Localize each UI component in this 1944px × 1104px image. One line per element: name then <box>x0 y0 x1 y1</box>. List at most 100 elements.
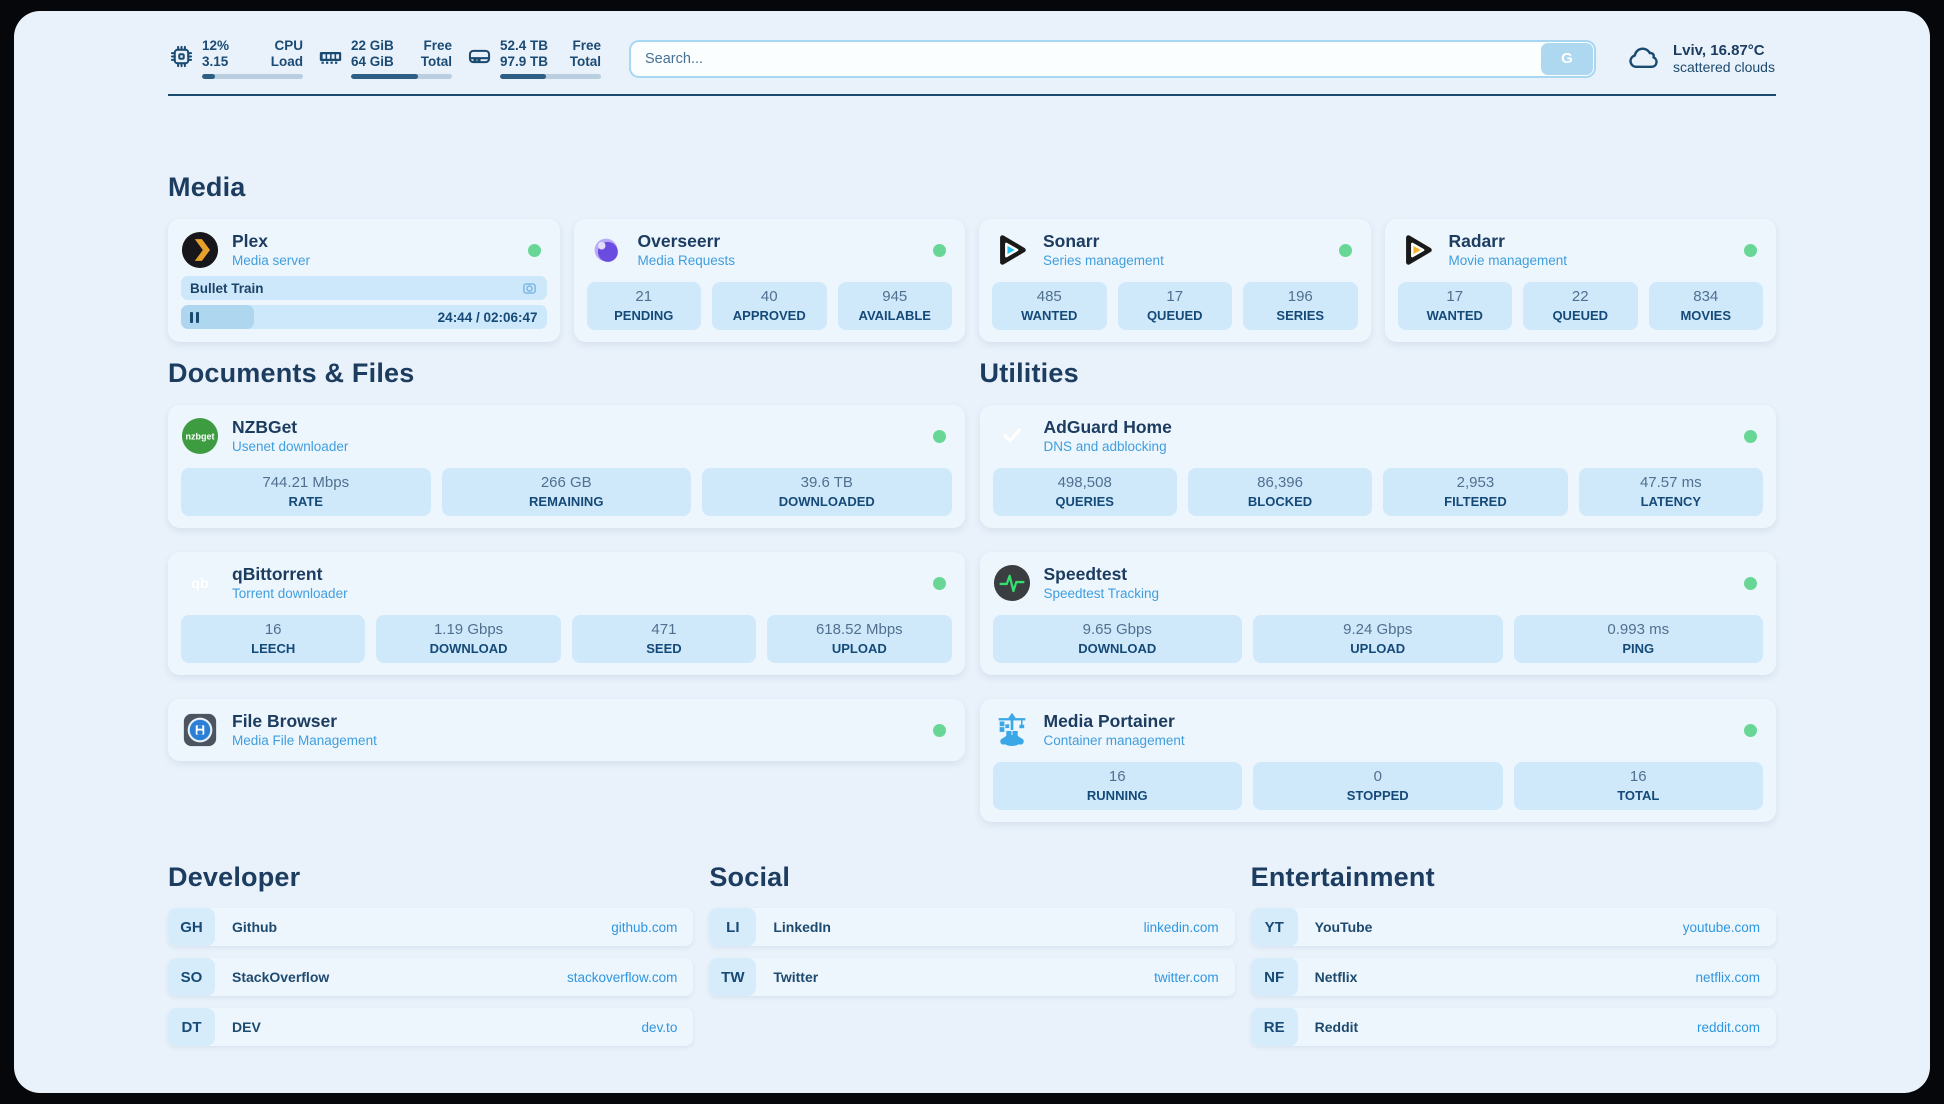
search-bar[interactable]: G <box>629 39 1596 78</box>
bookmark-link[interactable]: LI LinkedIn linkedin.com <box>709 908 1235 946</box>
bookmark-label: YouTube <box>1314 919 1373 935</box>
app-title: Sonarr <box>1043 231 1100 251</box>
stat-value: 17 <box>1166 288 1184 305</box>
pause-icon[interactable] <box>190 311 199 323</box>
stat-value: 16 <box>1108 768 1126 785</box>
stat-box: 0.993 ms PING <box>1513 615 1763 663</box>
bookmark-url[interactable]: github.com <box>611 919 678 935</box>
svg-text:qb: qb <box>191 576 209 592</box>
bookmark-url[interactable]: dev.to <box>641 1019 678 1035</box>
bookmark-link[interactable]: SO StackOverflow stackoverflow.com <box>168 958 694 996</box>
stat-value: 471 <box>651 621 677 638</box>
section-heading: Media <box>168 172 246 202</box>
usage-progress-bar <box>500 74 601 79</box>
bookmark-url[interactable]: stackoverflow.com <box>567 969 678 985</box>
search-input[interactable] <box>629 39 1596 78</box>
speedtest-icon <box>993 564 1031 602</box>
app-card[interactable]: Plex Media server Bullet Train <box>168 219 560 342</box>
status-dot <box>933 243 946 257</box>
now-playing-row[interactable]: Bullet Train <box>181 276 547 300</box>
bookmark-link[interactable]: NF Netflix netflix.com <box>1250 958 1776 996</box>
app-card[interactable]: Media Portainer Container management 16 … <box>979 699 1776 822</box>
status-dot <box>527 243 541 257</box>
app-title: Overseerr <box>637 231 721 251</box>
stat-value: 86,396 <box>1257 474 1303 491</box>
stat-label: RATE <box>288 494 323 509</box>
stat-box: 2,953 FILTERED <box>1383 468 1568 516</box>
stat-label: QUERIES <box>1055 494 1114 509</box>
app-card[interactable]: Radarr Movie management 17 WANTED <box>1384 219 1776 342</box>
stat-label: STOPPED <box>1346 788 1409 803</box>
stat-box: 16 RUNNING <box>992 762 1242 810</box>
topbar: 12% CPU 3.15 Load <box>168 11 1776 79</box>
app-card[interactable]: qb qBittorrent Torrent downloader <box>168 552 965 675</box>
stat-label: TOTAL <box>1617 788 1660 803</box>
stat-value-bottom: 64 GiB <box>351 54 394 69</box>
bookmark-url[interactable]: reddit.com <box>1696 1019 1760 1035</box>
radarr-icon <box>1398 231 1436 269</box>
app-title: NZBGet <box>232 417 298 437</box>
stat-value: 40 <box>760 288 778 305</box>
cloud-icon <box>1626 40 1663 77</box>
bookmark-url[interactable]: netflix.com <box>1695 969 1760 985</box>
bookmark-link[interactable]: YT YouTube youtube.com <box>1250 908 1776 946</box>
usage-progress-bar <box>202 74 303 79</box>
qbittorrent-icon: qb <box>181 564 219 602</box>
stat-box: 266 GB REMAINING <box>441 468 691 516</box>
stat-value-top: 12% <box>202 38 230 53</box>
stat-box: 40 APPROVED <box>712 282 827 330</box>
app-card[interactable]: Overseerr Media Requests 21 PENDING <box>573 219 965 342</box>
stat-label: DOWNLOAD <box>1078 641 1157 656</box>
search-engine-button[interactable]: G <box>1541 42 1593 75</box>
app-card[interactable]: AdGuard Home DNS and adblocking 498,508 … <box>979 405 1776 528</box>
bookmark-abbr: RE <box>1250 1008 1298 1046</box>
stat-value: 744.21 Mbps <box>262 474 350 491</box>
stat-value: 618.52 Mbps <box>815 621 903 638</box>
section-heading: Social <box>709 862 791 892</box>
app-card[interactable]: Sonarr Series management 485 WANTED <box>979 219 1371 342</box>
section-heading: Developer <box>168 862 301 892</box>
playback-progress-row[interactable]: 24:44 / 02:06:47 <box>181 305 547 329</box>
stat-label: LEECH <box>251 641 296 656</box>
status-dot <box>932 429 946 443</box>
bookmark-link[interactable]: TW Twitter twitter.com <box>709 958 1235 996</box>
stat-value: 0 <box>1373 768 1382 785</box>
stat-value: 16 <box>264 621 282 638</box>
stat-label: FILTERED <box>1444 494 1507 509</box>
stat-value-bottom: 97.9 TB <box>500 54 549 69</box>
bookmark-url[interactable]: youtube.com <box>1682 919 1760 935</box>
disk-icon <box>466 43 493 70</box>
stat-label: WANTED <box>1426 308 1483 323</box>
app-card[interactable]: Speedtest Speedtest Tracking 9.65 Gbps D… <box>979 552 1776 675</box>
stat-box: 22 QUEUED <box>1523 282 1638 330</box>
system-stat-widget: 12% CPU 3.15 Load <box>168 38 303 79</box>
section-heading: Entertainment <box>1250 862 1435 892</box>
now-playing-title: Bullet Train <box>190 280 264 296</box>
bookmark-link[interactable]: GH Github github.com <box>168 908 694 946</box>
header-divider <box>168 94 1776 96</box>
app-card[interactable]: File Browser Media File Management <box>168 699 965 761</box>
bookmark-url[interactable]: linkedin.com <box>1143 919 1219 935</box>
stat-value: 0.993 ms <box>1607 621 1670 638</box>
stat-value: 485 <box>1036 288 1062 305</box>
stat-value-top: 52.4 TB <box>500 38 549 53</box>
app-subtitle: Container management <box>1043 733 1185 748</box>
weather-widget[interactable]: Lviv, 16.87°C scattered clouds <box>1626 40 1776 77</box>
usage-progress-fill <box>202 74 216 79</box>
app-card[interactable]: nzbget NZBGet Usenet downloader <box>168 405 965 528</box>
cpu-icon <box>168 43 195 70</box>
status-dot <box>932 723 946 737</box>
stat-box: 9.24 Gbps UPLOAD <box>1253 615 1503 663</box>
bookmark-link[interactable]: RE Reddit reddit.com <box>1250 1008 1776 1046</box>
stat-value: 266 GB <box>540 474 592 491</box>
bookmark-link[interactable]: DT DEV dev.to <box>168 1008 694 1046</box>
stat-value: 1.19 Gbps <box>433 621 504 638</box>
stat-label: UPLOAD <box>831 641 887 656</box>
bookmark-url[interactable]: twitter.com <box>1154 969 1219 985</box>
playback-time: 24:44 / 02:06:47 <box>437 309 538 325</box>
stat-label-bottom: Total <box>420 54 452 69</box>
section-documents: Documents & Files nzbget NZBGet Usenet d… <box>168 358 965 822</box>
section-heading: Utilities <box>979 358 1079 388</box>
stat-label: REMAINING <box>529 494 604 509</box>
section-heading: Documents & Files <box>168 358 415 388</box>
